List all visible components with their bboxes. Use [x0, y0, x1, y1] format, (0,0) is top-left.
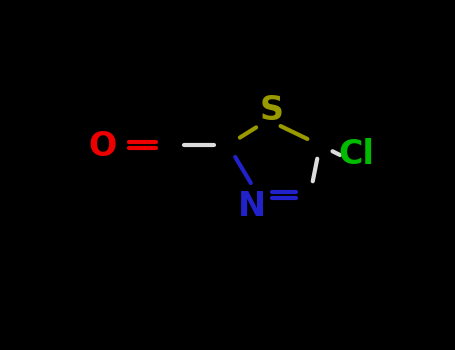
Text: S: S — [260, 93, 284, 126]
Text: Cl: Cl — [338, 139, 374, 172]
Text: O: O — [89, 131, 117, 163]
Text: N: N — [238, 190, 266, 224]
